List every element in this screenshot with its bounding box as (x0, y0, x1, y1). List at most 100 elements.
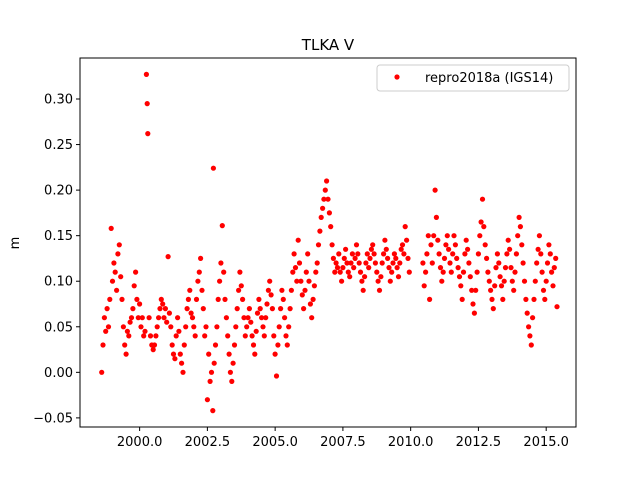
data-point (515, 233, 521, 239)
x-tick-label: 2002.5 (185, 435, 231, 450)
data-point (268, 292, 274, 298)
data-point (138, 324, 144, 330)
data-point (236, 287, 242, 293)
data-point (124, 328, 130, 334)
data-point (254, 310, 261, 316)
data-point (168, 324, 174, 330)
data-point (527, 333, 533, 339)
data-point (344, 260, 350, 266)
data-point (112, 269, 118, 275)
data-point (175, 315, 181, 321)
data-point (477, 233, 483, 239)
data-point (406, 269, 412, 275)
data-point (272, 351, 278, 357)
data-point (288, 287, 294, 293)
data-point (386, 265, 392, 271)
data-point (390, 260, 396, 266)
data-point (303, 269, 309, 275)
legend: repro2018a (IGS14) (376, 64, 570, 92)
data-point (230, 360, 236, 366)
data-point (446, 246, 452, 252)
data-point (484, 255, 490, 261)
legend-marker-repro2018a (394, 74, 400, 80)
data-point (509, 278, 515, 284)
data-point (502, 265, 509, 271)
data-point (402, 224, 408, 230)
data-point (153, 333, 159, 339)
data-point (212, 342, 219, 348)
data-point (329, 242, 335, 248)
data-point (333, 260, 339, 266)
data-point (355, 251, 361, 257)
data-point (279, 287, 285, 293)
data-point (538, 251, 544, 257)
data-point (467, 274, 473, 280)
data-point (189, 315, 196, 321)
data-point (284, 342, 290, 348)
data-point (179, 360, 185, 366)
data-point (374, 269, 380, 275)
data-point (131, 283, 137, 289)
data-point (147, 333, 154, 339)
data-point (210, 165, 216, 171)
data-point (345, 269, 351, 275)
data-point (339, 278, 345, 284)
data-point (364, 251, 370, 257)
data-point (253, 328, 259, 334)
data-point (489, 296, 495, 302)
data-point (485, 269, 491, 275)
data-point (508, 265, 514, 271)
y-axis-ticks: −0.05 0.00 0.05 0.10 0.15 0.20 0.25 0.30 (33, 93, 80, 426)
data-point (177, 351, 183, 357)
data-point (550, 283, 556, 289)
data-point (301, 306, 307, 312)
data-point (296, 260, 303, 266)
data-point (157, 306, 163, 312)
data-point (490, 306, 496, 312)
data-point (421, 283, 427, 289)
data-point (360, 287, 366, 293)
data-point (324, 178, 330, 184)
y-tick-label: 0.25 (44, 138, 73, 153)
data-point (207, 378, 213, 384)
y-tick-label: 0.05 (44, 320, 73, 335)
x-tick-label: 2010.0 (388, 435, 434, 450)
data-point (114, 287, 120, 293)
data-point (264, 301, 270, 307)
data-point (450, 251, 456, 257)
data-point (405, 255, 411, 261)
data-point (404, 237, 410, 243)
plot-background (80, 58, 576, 427)
data-point (137, 301, 143, 307)
data-point (246, 306, 252, 312)
data-point (290, 269, 296, 275)
data-point (427, 296, 433, 302)
data-point (382, 237, 388, 243)
data-point (337, 269, 343, 275)
data-point (376, 287, 383, 293)
data-point (347, 274, 353, 280)
data-point (381, 251, 387, 257)
data-point (287, 306, 293, 312)
data-point (341, 255, 347, 261)
data-point (135, 315, 141, 321)
data-point (241, 315, 247, 321)
data-point (389, 269, 395, 275)
data-point (188, 310, 194, 316)
data-point (143, 71, 149, 77)
data-point (336, 251, 342, 257)
data-point (169, 342, 175, 348)
data-point (134, 296, 140, 302)
data-point (539, 269, 545, 275)
data-point (370, 242, 376, 248)
data-point (391, 251, 397, 257)
data-point (322, 187, 328, 193)
data-point (223, 315, 229, 321)
data-point (528, 342, 534, 348)
data-point (470, 301, 476, 307)
data-point (109, 278, 116, 284)
data-point (330, 255, 336, 261)
data-point (447, 260, 453, 266)
data-point (535, 246, 541, 252)
data-point (317, 228, 323, 234)
